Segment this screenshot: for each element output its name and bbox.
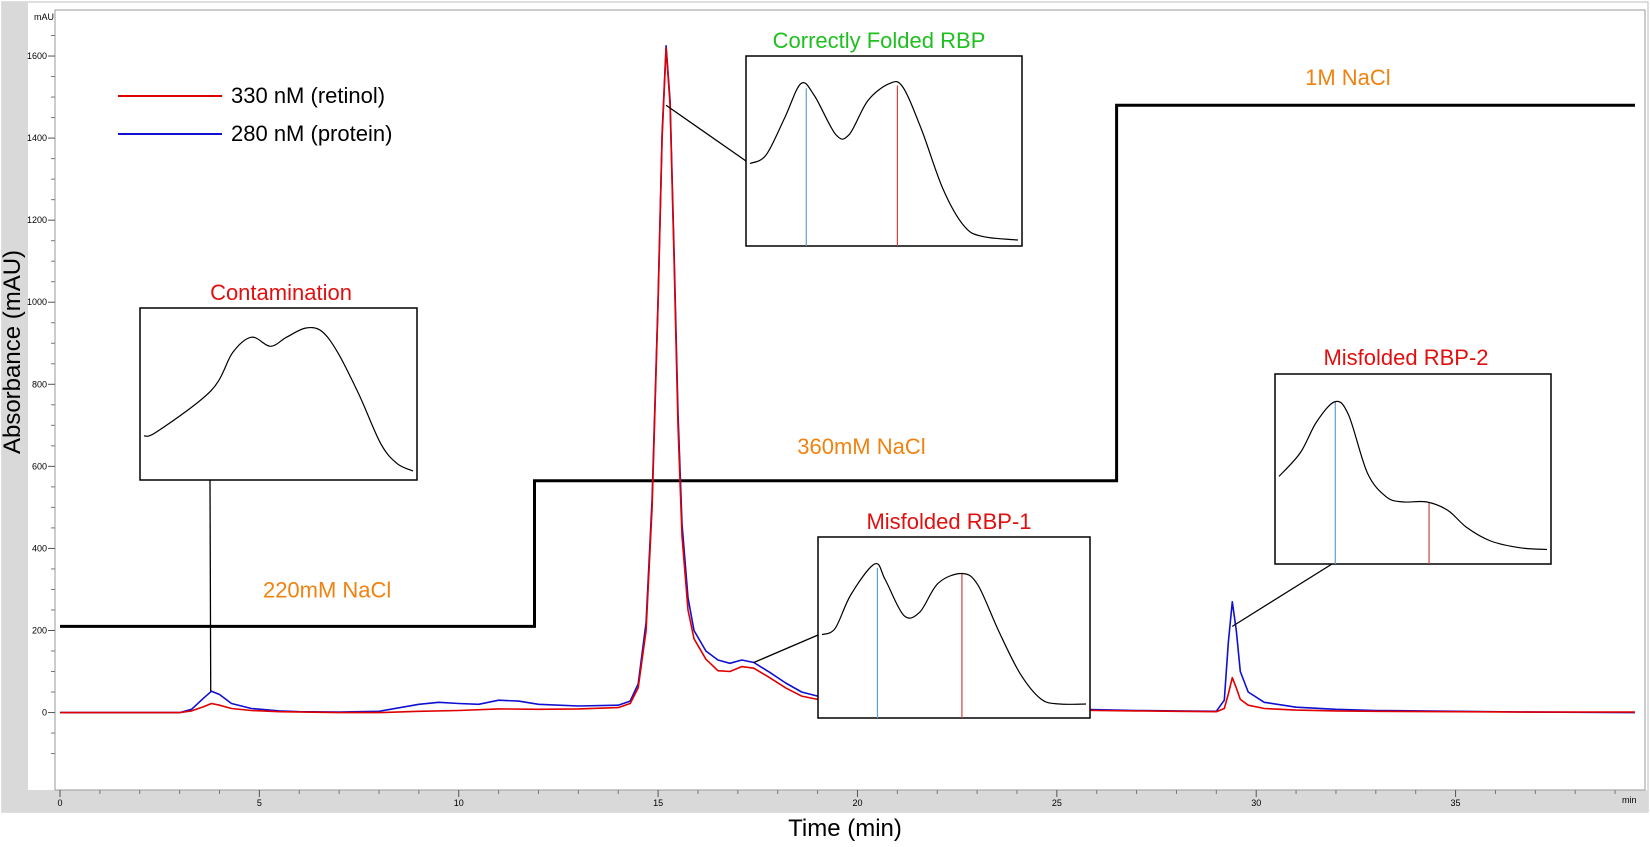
y-tick-label: 0 xyxy=(42,708,47,718)
y-tick-label: 1200 xyxy=(27,215,47,225)
x-tick-label: 10 xyxy=(454,798,464,808)
y-axis-title: Absorbance (mAU) xyxy=(0,250,26,454)
legend-label-1: 280 nM (protein) xyxy=(231,121,392,146)
y-tick-label: 200 xyxy=(32,625,47,635)
annotation-connector xyxy=(665,104,747,162)
x-tick-label: 35 xyxy=(1451,798,1461,808)
y-tick-label: 1400 xyxy=(27,133,47,143)
annotation-connector xyxy=(753,634,819,664)
x-tick-label: 25 xyxy=(1052,798,1062,808)
x-tick-label: 20 xyxy=(852,798,862,808)
annotation-box xyxy=(139,307,418,481)
series-line-1 xyxy=(60,44,1636,714)
x-tick-label: 30 xyxy=(1251,798,1261,808)
y-axis-strip xyxy=(2,2,28,812)
annotation-connector xyxy=(1231,563,1333,627)
y-tick-label: 1000 xyxy=(27,297,47,307)
annotation-box xyxy=(745,55,1023,247)
x-tick-label: 5 xyxy=(257,798,262,808)
annotation-2: Misfolded RBP-1 xyxy=(753,509,1091,719)
annotation-3: Misfolded RBP-2 xyxy=(1231,345,1552,627)
x-tick-label: 15 xyxy=(653,798,663,808)
annotation-zoom-curve xyxy=(821,562,1087,705)
gradient-label: 220mM NaCl xyxy=(263,578,391,603)
annotation-box xyxy=(817,536,1091,719)
annotation-1: Correctly Folded RBP xyxy=(665,28,1023,247)
y-tick-label: 400 xyxy=(32,543,47,553)
annotation-label: Contamination xyxy=(210,280,352,305)
series-lines xyxy=(60,44,1636,714)
x-axis-title: Time (min) xyxy=(788,815,902,842)
gradient-label: 1M NaCl xyxy=(1305,65,1391,90)
x-axis-strip xyxy=(28,790,1648,812)
gradient-step-line xyxy=(60,103,1635,628)
annotation-zoom-curve xyxy=(749,80,1019,241)
y-tick-label: 600 xyxy=(32,461,47,471)
y-tick-label: 1600 xyxy=(27,51,47,61)
x-tick-label: 0 xyxy=(57,798,62,808)
legend-label-0: 330 nM (retinol) xyxy=(231,83,385,108)
annotation-box xyxy=(1274,373,1552,565)
salt-gradient: 220mM NaCl 360mM NaCl 1M NaCl xyxy=(60,65,1635,628)
annotation-0: Contamination xyxy=(139,280,418,692)
x-axis-unit: min xyxy=(1622,795,1637,805)
annotation-label: Correctly Folded RBP xyxy=(773,28,986,53)
annotation-label: Misfolded RBP-2 xyxy=(1323,345,1488,370)
peak-annotations: Contamination Correctly Folded RBP Misfold… xyxy=(139,28,1552,719)
legend: 330 nM (retinol) 280 nM (protein) xyxy=(118,83,392,146)
annotation-connector xyxy=(209,479,212,692)
annotation-label: Misfolded RBP-1 xyxy=(866,509,1031,534)
gradient-label: 360mM NaCl xyxy=(797,434,925,459)
annotation-zoom-curve xyxy=(143,326,414,472)
y-tick-label: 800 xyxy=(32,379,47,389)
series-line-0 xyxy=(60,46,1635,714)
y-axis-unit: mAU xyxy=(34,12,54,22)
annotation-zoom-curve xyxy=(1278,400,1548,551)
axes: 0 5 10 15 20 25 30 35 0 200 400 600 800 1000 1200 1400 1… xyxy=(27,35,1616,808)
